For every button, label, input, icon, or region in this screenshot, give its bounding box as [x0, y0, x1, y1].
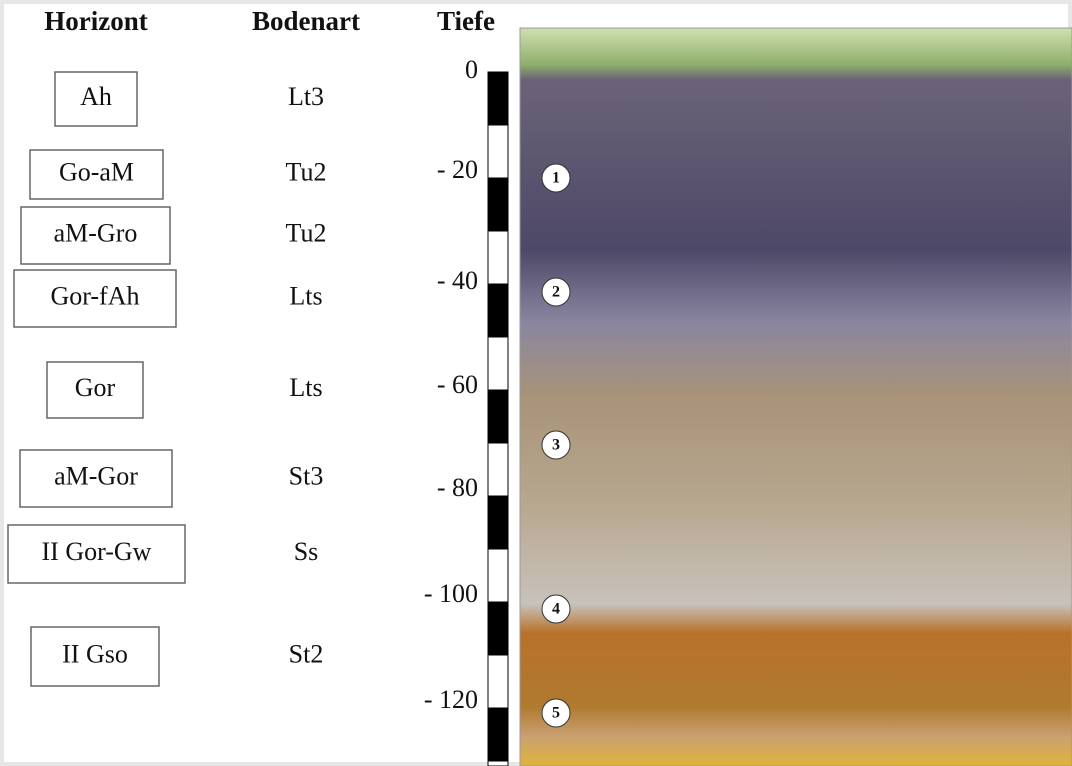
horizon-label: Go-aM — [59, 157, 134, 186]
depth-label: - 120 — [424, 685, 478, 714]
soil-type: Ss — [294, 537, 319, 566]
header-soil: Bodenart — [252, 6, 360, 36]
depth-label: - 100 — [424, 579, 478, 608]
depth-label: - 80 — [437, 473, 478, 502]
soil-type: Tu2 — [286, 218, 327, 247]
scale-segment — [488, 761, 508, 766]
scale-segment — [488, 602, 508, 655]
horizon-label: II Gso — [62, 639, 128, 668]
soil-type: St3 — [289, 461, 324, 490]
marker-number: 5 — [552, 705, 560, 722]
soil-profile-diagram: Horizont Bodenart Tiefe Ah Lt3 Go-aM Tu2 aM-… — [0, 0, 1072, 766]
horizon-label: II Gor-Gw — [42, 537, 152, 566]
horizon-label: aM-Gro — [54, 218, 138, 247]
depth-label: - 40 — [437, 266, 478, 295]
header-horizon: Horizont — [44, 6, 147, 36]
horizon-label: Gor-fAh — [50, 281, 139, 310]
marker-number: 1 — [552, 170, 560, 187]
scale-segment — [488, 337, 508, 390]
marker-number: 4 — [552, 601, 560, 618]
scale-segment — [488, 72, 508, 125]
scale-segment — [488, 549, 508, 602]
soil-type: St2 — [289, 639, 324, 668]
scale-segment — [488, 125, 508, 178]
scale-segment — [488, 178, 508, 231]
soil-photo — [520, 28, 1072, 766]
depth-label: 0 — [465, 55, 478, 84]
marker-number: 2 — [552, 284, 560, 301]
horizon-label: Gor — [75, 373, 116, 402]
scale-segment — [488, 443, 508, 496]
scale-segment — [488, 496, 508, 549]
header-depth: Tiefe — [437, 6, 495, 36]
depth-label: - 20 — [437, 155, 478, 184]
scale-segment — [488, 708, 508, 761]
soil-type: Lts — [289, 373, 322, 402]
depth-label: - 60 — [437, 370, 478, 399]
scale-segment — [488, 231, 508, 284]
scale-segment — [488, 390, 508, 443]
soil-type: Lt3 — [288, 82, 324, 111]
horizon-label: Ah — [80, 82, 112, 111]
soil-type: Lts — [289, 281, 322, 310]
horizon-label: aM-Gor — [54, 461, 138, 490]
soil-type: Tu2 — [286, 157, 327, 186]
scale-segment — [488, 655, 508, 708]
marker-number: 3 — [552, 437, 560, 454]
scale-segment — [488, 284, 508, 337]
